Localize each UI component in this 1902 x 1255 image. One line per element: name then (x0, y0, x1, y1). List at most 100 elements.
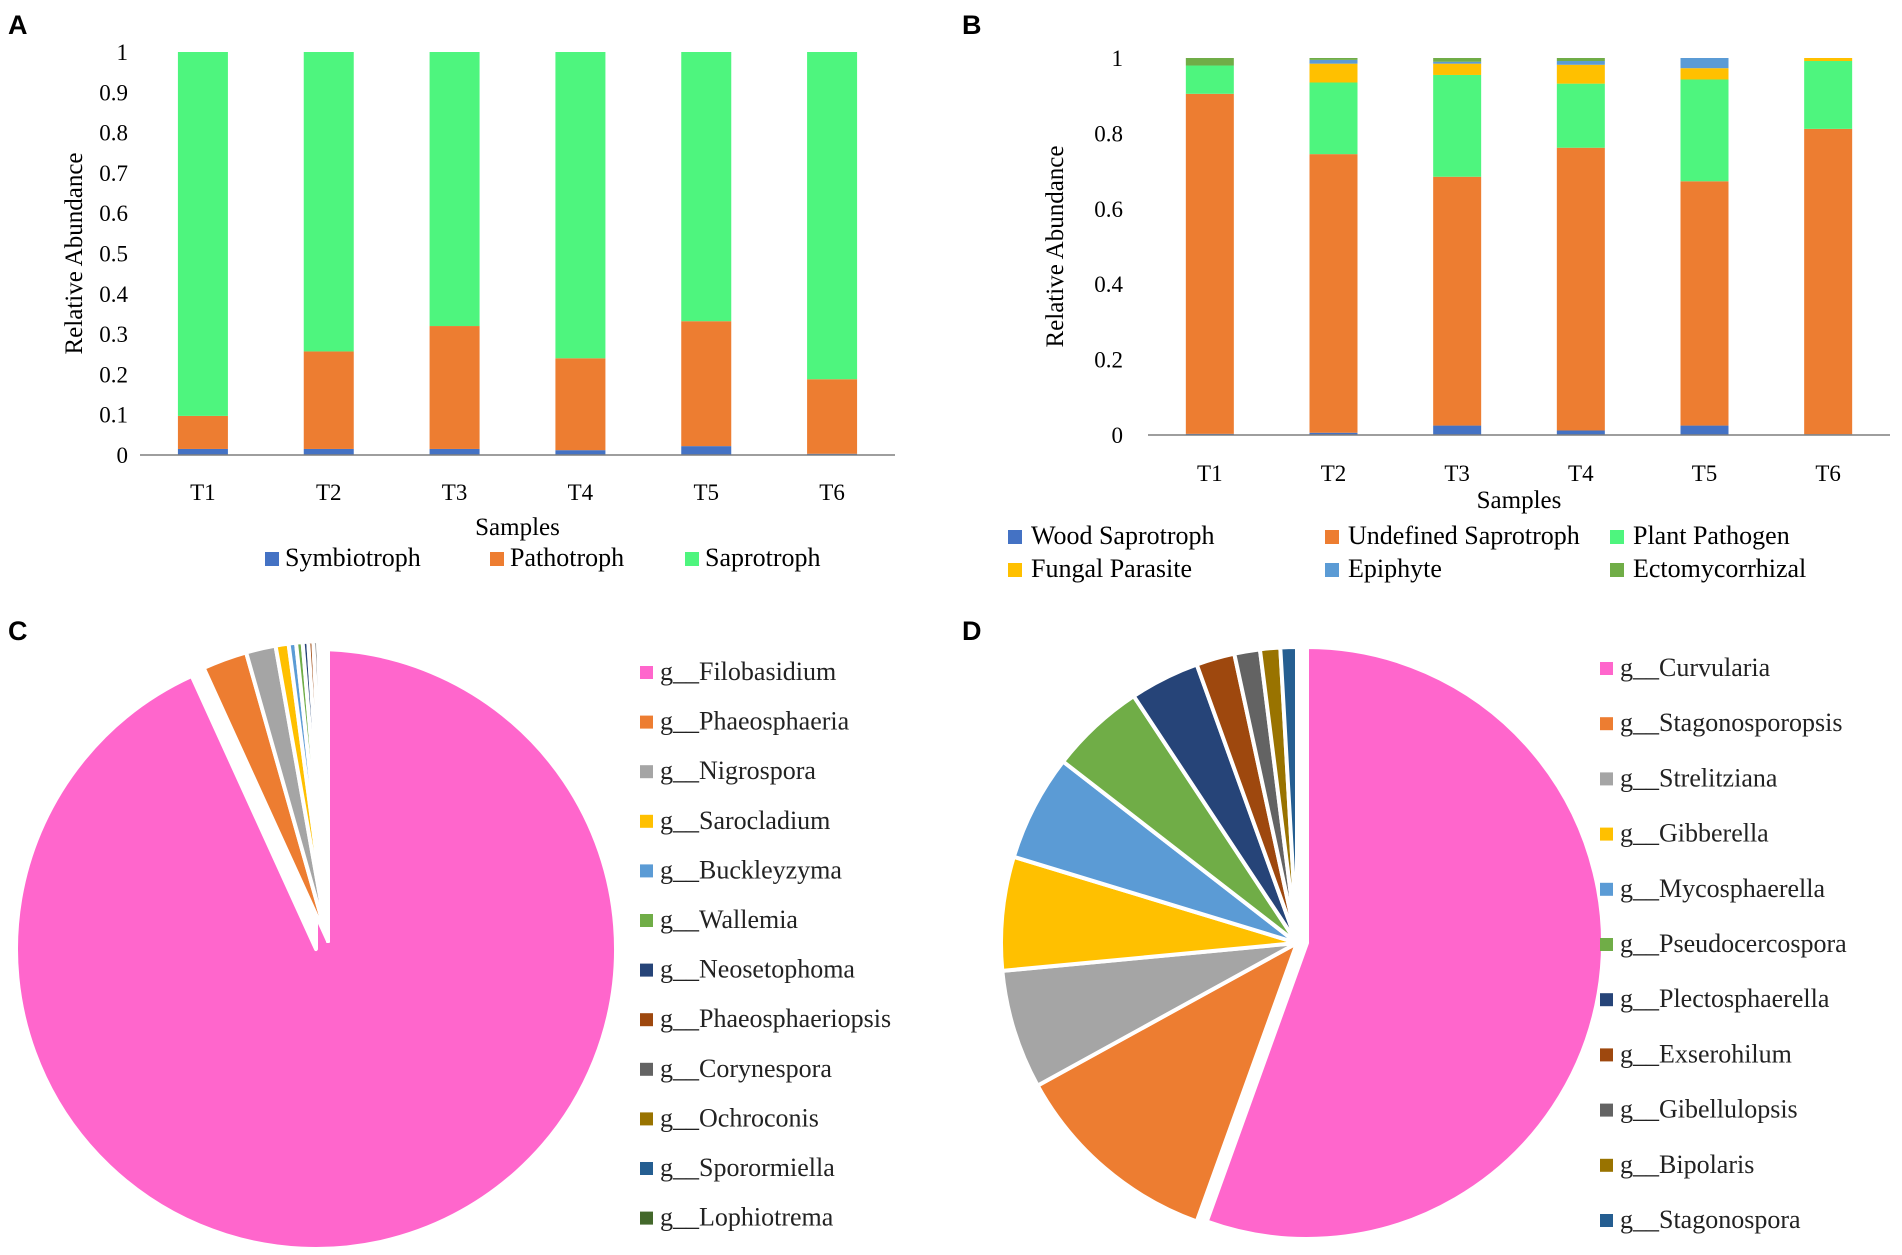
legend-label-fungal-parasite: Fungal Parasite (1031, 554, 1192, 583)
bar-fungal-parasite-t5 (1680, 68, 1729, 80)
legend-swatch-g-nigrospora (640, 765, 653, 779)
legend-swatch-g-phaeosphaeriopsis (640, 1013, 653, 1027)
x-tick-label: T4 (568, 480, 594, 505)
bar-pathotroph-t6 (807, 379, 858, 454)
panel-label-a: A (8, 10, 28, 40)
legend-swatch-g-mycosphaerella (1600, 882, 1613, 896)
legend-label-undefined-saprotroph: Undefined Saprotroph (1348, 521, 1580, 550)
bar-fungal-parasite-t2 (1309, 63, 1358, 83)
y-tick-label: 0.7 (99, 161, 128, 186)
legend-swatch-pathotroph (490, 552, 504, 566)
bar-pathotroph-t3 (429, 326, 480, 449)
x-tick-label: T1 (1197, 461, 1223, 486)
legend-label-g-corynespora: g__Corynespora (660, 1054, 832, 1083)
y-axis-title: Relative Abundance (1042, 145, 1069, 347)
legend-swatch-g-sarocladium (640, 814, 653, 828)
pie-slice-g-lophiotrema (323, 638, 330, 943)
bar-undefined-saprotroph-t4 (1556, 147, 1605, 431)
legend-label-g-lophiotrema: g__Lophiotrema (660, 1203, 834, 1232)
y-tick-label: 0 (1112, 423, 1124, 448)
bar-plant-pathogen-t5 (1680, 79, 1729, 182)
chart-a-stacked-bar: 0 0.1 0.2 0.3 0.4 0.5 0.6 0.7 0.8 0.9 1 T1 T2 T3 T4 T5 T… (61, 40, 895, 572)
legend-swatch-undefined-saprotroph (1325, 530, 1339, 544)
legend-label-g-exserohilum: g__Exserohilum (1620, 1039, 1792, 1068)
bar-symbiotroph-t4 (555, 450, 606, 455)
bar-fungal-parasite-t3 (1433, 63, 1482, 75)
bar-undefined-saprotroph-t5 (1680, 181, 1729, 426)
panel-label-b: B (962, 10, 982, 40)
legend-label-wood-saprotroph: Wood Saprotroph (1031, 521, 1215, 550)
legend-label-g-phaeosphaeriopsis: g__Phaeosphaeriopsis (660, 1004, 891, 1033)
legend-swatch-g-bipolaris (1600, 1158, 1613, 1172)
legend-label-g-ochroconis: g__Ochroconis (660, 1103, 819, 1132)
legend-label-g-gibberella: g__Gibberella (1620, 819, 1769, 848)
bar-pathotroph-t1 (177, 415, 228, 449)
bar-saprotroph-t6 (807, 52, 858, 380)
bar-ectomycorrhizal-t2 (1309, 58, 1358, 60)
legend-swatch-plant-pathogen (1610, 530, 1624, 544)
chart-d-pie: g__Curvularia g__Stagonosporopsis g__Strel… (999, 645, 1847, 1241)
bar-ectomycorrhizal-t1 (1185, 58, 1234, 66)
legend-label-g-filobasidium: g__Filobasidium (660, 657, 836, 686)
bar-saprotroph-t3 (429, 52, 480, 327)
legend-label-g-sarocladium: g__Sarocladium (660, 806, 830, 835)
legend-label-g-neosetophoma: g__Neosetophoma (660, 955, 855, 984)
legend-label-saprotroph: Saprotroph (705, 543, 821, 572)
y-tick-label: 0.5 (99, 242, 128, 267)
bar-saprotroph-t2 (303, 52, 354, 352)
legend-swatch-g-phaeosphaeria (640, 715, 653, 729)
bar-symbiotroph-t2 (303, 448, 354, 455)
legend-label-g-sporormiella: g__Sporormiella (660, 1153, 835, 1182)
bar-wood-saprotroph-t4 (1556, 430, 1605, 435)
bar-wood-saprotroph-t3 (1433, 425, 1482, 435)
bar-plant-pathogen-t4 (1556, 83, 1605, 148)
x-tick-label: T3 (1444, 461, 1470, 486)
legend-label-g-stagonospora: g__Stagonospora (1620, 1205, 1801, 1234)
pie-slice-g-filobasidium (14, 647, 618, 1251)
y-tick-label: 0.1 (99, 403, 128, 428)
bar-plant-pathogen-t1 (1185, 65, 1234, 94)
x-tick-label: T5 (693, 480, 719, 505)
bar-undefined-saprotroph-t1 (1185, 93, 1234, 434)
bar-undefined-saprotroph-t3 (1433, 176, 1482, 426)
legend-label-g-bipolaris: g__Bipolaris (1620, 1150, 1754, 1179)
legend-swatch-g-stagonospora (1600, 1214, 1613, 1227)
legend-swatch-wood-saprotroph (1008, 530, 1022, 544)
bar-epiphyte-t3 (1433, 61, 1482, 64)
y-tick-label: 1 (1112, 46, 1124, 71)
bar-undefined-saprotroph-t6 (1804, 128, 1853, 435)
bar-symbiotroph-t1 (177, 448, 228, 455)
legend-label-g-plectosphaerella: g__Plectosphaerella (1620, 984, 1830, 1013)
bar-epiphyte-t2 (1309, 59, 1358, 64)
legend-label-g-wallemia: g__Wallemia (660, 905, 798, 934)
y-tick-label: 0.9 (99, 80, 128, 105)
pie-slice-g-stagonospora (1278, 645, 1299, 945)
bar-pathotroph-t4 (555, 358, 606, 451)
bar-ectomycorrhizal-t4 (1556, 58, 1605, 62)
legend-swatch-g-wallemia (640, 914, 653, 927)
x-tick-label: T1 (190, 480, 216, 505)
legend-swatch-ectomycorrhizal (1610, 563, 1624, 577)
pie-slice-g-curvularia (1204, 645, 1605, 1241)
legend-label-g-phaeosphaeria: g__Phaeosphaeria (660, 707, 850, 736)
panel-label-d: D (962, 616, 982, 646)
y-tick-label: 0.2 (99, 362, 128, 387)
bar-plant-pathogen-t3 (1433, 74, 1482, 177)
bar-fungal-parasite-t6 (1804, 58, 1853, 62)
legend-swatch-g-exserohilum (1600, 1048, 1613, 1062)
x-tick-label: T6 (819, 480, 845, 505)
legend-label-g-gibellulopsis: g__Gibellulopsis (1620, 1095, 1798, 1124)
bar-symbiotroph-t3 (429, 448, 480, 455)
x-tick-label: T4 (1568, 461, 1594, 486)
legend-swatch-g-neosetophoma (640, 963, 653, 977)
legend-swatch-g-stagonosporopsis (1600, 717, 1613, 731)
y-tick-label: 1 (117, 40, 129, 65)
legend-swatch-g-filobasidium (640, 666, 653, 679)
legend-label-g-nigrospora: g__Nigrospora (660, 756, 816, 785)
chart-b-stacked-bar: 0 0.2 0.4 0.6 0.8 1 T1 T2 T3 T4 T5 T6 Samples Relativ… (1008, 46, 1890, 583)
legend-label-pathotroph: Pathotroph (510, 543, 624, 572)
y-tick-label: 0.6 (1094, 197, 1123, 222)
y-tick-label: 0 (117, 443, 129, 468)
bar-fungal-parasite-t4 (1556, 64, 1605, 84)
bar-ectomycorrhizal-t3 (1433, 58, 1482, 62)
